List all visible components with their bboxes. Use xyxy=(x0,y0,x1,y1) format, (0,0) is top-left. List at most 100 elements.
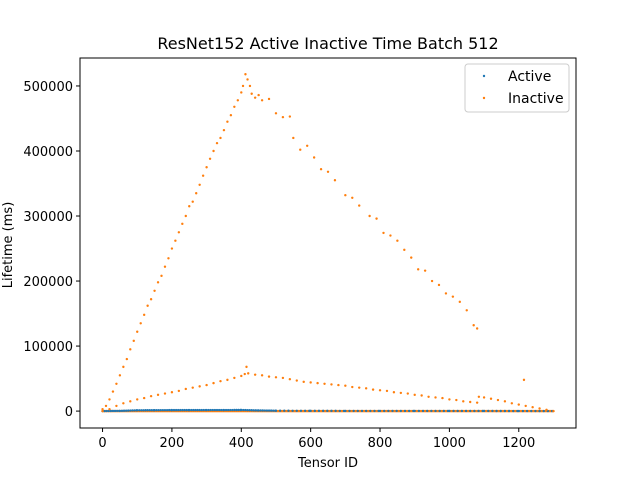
inactive-point xyxy=(132,339,135,343)
inactive-point xyxy=(215,141,219,145)
inactive-point xyxy=(260,99,264,102)
active-point xyxy=(254,409,258,412)
inactive-point xyxy=(205,383,208,387)
active-point xyxy=(185,408,188,412)
inactive-point xyxy=(281,376,285,380)
active-point xyxy=(148,409,151,412)
active-point xyxy=(421,409,425,413)
inactive-point xyxy=(312,156,316,159)
inactive-point xyxy=(538,407,541,410)
legend-marker-inactive xyxy=(482,96,486,100)
active-point xyxy=(456,409,459,413)
inactive-point xyxy=(170,247,174,250)
active-point xyxy=(115,409,119,413)
active-point xyxy=(391,409,394,413)
chart-title: ResNet152 Active Inactive Time Batch 512 xyxy=(157,34,498,53)
active-point xyxy=(165,408,169,412)
inactive-point xyxy=(434,396,437,399)
inactive-point xyxy=(326,170,330,173)
active-point xyxy=(161,408,165,412)
active-point xyxy=(274,409,278,412)
inactive-point xyxy=(212,149,215,153)
active-point xyxy=(181,408,184,412)
inactive-point xyxy=(351,196,354,200)
active-point xyxy=(174,408,178,412)
active-point xyxy=(477,409,480,413)
inactive-point xyxy=(236,99,240,102)
active-point xyxy=(387,409,390,413)
inactive-point xyxy=(253,373,257,376)
active-point xyxy=(167,408,171,412)
active-point xyxy=(107,409,110,413)
inactive-point xyxy=(469,400,472,404)
inactive-point xyxy=(416,268,420,271)
inactive-point xyxy=(410,256,413,259)
active-point xyxy=(426,409,429,413)
inactive-point xyxy=(472,324,475,327)
active-point xyxy=(138,409,141,412)
active-point xyxy=(231,408,234,412)
active-point xyxy=(103,409,106,413)
y-tick-label: 200000 xyxy=(23,275,73,290)
active-point xyxy=(259,409,262,412)
inactive-point xyxy=(274,376,278,379)
inactive-point xyxy=(208,157,212,160)
inactive-point xyxy=(517,403,520,406)
inactive-point xyxy=(292,136,295,140)
active-point xyxy=(278,409,282,412)
inactive-point xyxy=(475,327,479,330)
inactive-point xyxy=(302,380,305,384)
inactive-point xyxy=(122,402,125,405)
active-point xyxy=(196,408,199,412)
inactive-point xyxy=(219,379,222,383)
active-point xyxy=(364,409,368,413)
inactive-point xyxy=(496,398,500,402)
inactive-point xyxy=(522,378,526,382)
active-point xyxy=(321,409,325,413)
active-point xyxy=(237,408,240,412)
inactive-point xyxy=(226,378,229,382)
inactive-point xyxy=(437,283,441,287)
inactive-point xyxy=(248,84,252,88)
active-point xyxy=(111,409,115,413)
inactive-point xyxy=(257,93,260,97)
inactive-point xyxy=(378,389,382,392)
inactive-point xyxy=(344,384,347,387)
inactive-point xyxy=(167,257,170,260)
active-point xyxy=(233,408,236,412)
legend-box xyxy=(464,63,570,113)
inactive-point xyxy=(455,398,458,402)
active-point xyxy=(222,408,226,412)
inactive-point xyxy=(149,298,153,301)
inactive-point xyxy=(250,92,253,95)
inactive-point xyxy=(444,292,448,295)
inactive-point xyxy=(222,128,226,132)
inactive-point xyxy=(482,396,486,399)
inactive-point xyxy=(195,192,198,195)
inactive-point xyxy=(142,313,146,317)
active-point xyxy=(473,409,476,413)
active-point xyxy=(213,408,217,412)
legend-marker-active xyxy=(482,74,486,78)
active-point xyxy=(131,409,134,412)
inactive-point xyxy=(420,394,423,397)
active-point xyxy=(144,409,147,412)
active-point xyxy=(242,408,245,412)
inactive-point xyxy=(510,402,514,405)
inactive-point xyxy=(233,376,236,380)
inactive-point xyxy=(371,388,375,391)
active-point xyxy=(120,409,124,413)
inactive-point xyxy=(344,194,347,197)
legend-label-inactive: Inactive xyxy=(508,91,564,107)
inactive-point xyxy=(241,84,245,88)
active-point xyxy=(257,409,260,412)
inactive-point xyxy=(477,395,481,398)
active-point xyxy=(334,409,337,413)
inactive-point xyxy=(441,396,444,400)
active-point xyxy=(269,409,273,412)
active-point xyxy=(127,409,130,412)
active-point xyxy=(452,409,455,413)
y-axis-label: Lifetime (ms) xyxy=(1,202,16,289)
inactive-point xyxy=(319,168,323,171)
